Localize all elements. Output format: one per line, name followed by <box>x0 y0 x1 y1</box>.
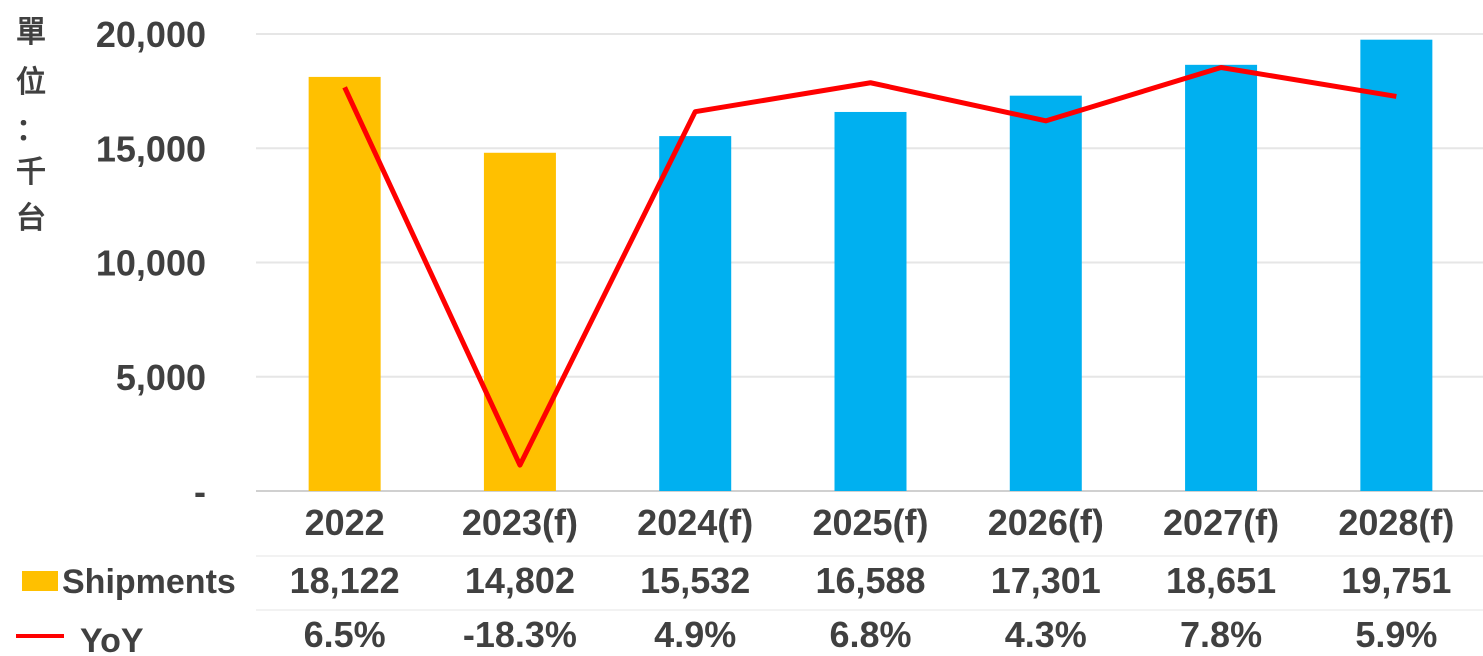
bar-2025(f) <box>834 111 907 491</box>
y-tick-label: 20,000 <box>96 14 206 55</box>
y-axis-label-char: 千 <box>16 155 46 190</box>
bar-2027(f) <box>1185 64 1258 492</box>
x-tick-label: 2027(f) <box>1163 502 1279 543</box>
table-cell-shipments: 19,751 <box>1341 560 1451 601</box>
bar-2022 <box>308 76 381 492</box>
y-tick-label: 15,000 <box>96 128 206 169</box>
table-cell-shipments: 15,532 <box>640 560 750 601</box>
x-tick-label: 2025(f) <box>812 502 928 543</box>
x-tick-label: 2026(f) <box>988 502 1104 543</box>
bar-2026(f) <box>1009 95 1082 491</box>
table-cell-shipments: 14,802 <box>465 560 575 601</box>
table-cell-yoy: 7.8% <box>1180 614 1262 655</box>
y-tick-label: 5,000 <box>116 357 206 398</box>
table-cell-shipments: 18,651 <box>1166 560 1276 601</box>
table-cell-yoy: 6.5% <box>304 614 386 655</box>
table-cell-yoy: 6.8% <box>829 614 911 655</box>
table-cell-yoy: 5.9% <box>1355 614 1437 655</box>
bar-2024(f) <box>659 136 732 491</box>
y-axis-label-char: 單 <box>16 15 46 50</box>
legend-key-shipments <box>22 571 58 591</box>
bar-2023(f) <box>483 152 556 492</box>
table-cell-yoy: 4.3% <box>1005 614 1087 655</box>
y-tick-label: - <box>194 471 206 512</box>
y-tick-label: 10,000 <box>96 243 206 284</box>
x-tick-label: 2023(f) <box>462 502 578 543</box>
x-tick-label: 2024(f) <box>637 502 753 543</box>
table-cell-yoy: 4.9% <box>654 614 736 655</box>
x-tick-label: 2028(f) <box>1338 502 1454 543</box>
y-axis-label-char: ： <box>16 113 46 148</box>
y-axis-label-char: 位 <box>16 65 46 100</box>
y-axis-label-char: 台 <box>16 201 46 236</box>
bar-2028(f) <box>1360 39 1433 492</box>
table-cell-shipments: 18,122 <box>290 560 400 601</box>
table-cell-shipments: 17,301 <box>991 560 1101 601</box>
legend-label-yoy: YoY <box>80 622 144 656</box>
table-cell-yoy: -18.3% <box>463 614 577 655</box>
table-cell-shipments: 16,588 <box>815 560 925 601</box>
legend-label-shipments: Shipments <box>62 563 236 601</box>
x-tick-label: 2022 <box>305 502 385 543</box>
yoy-line <box>342 65 1397 468</box>
